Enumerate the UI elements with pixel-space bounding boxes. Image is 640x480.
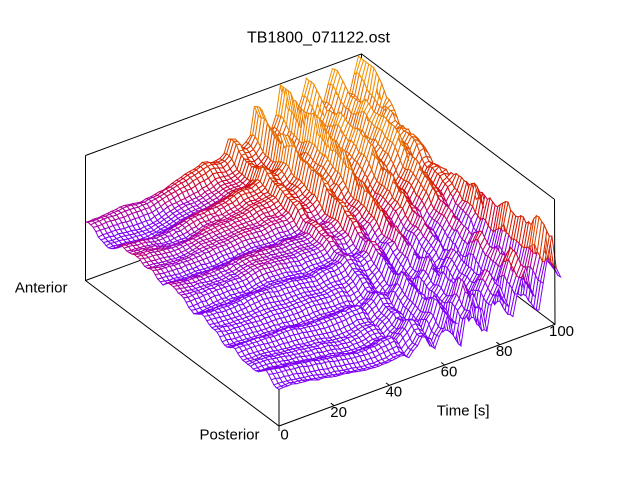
svg-text:0: 0	[280, 427, 288, 444]
svg-text:60: 60	[441, 363, 458, 380]
svg-text:TB1800_071122.ost: TB1800_071122.ost	[247, 30, 390, 47]
svg-text:Anterior: Anterior	[15, 280, 68, 297]
svg-text:Time [s]: Time [s]	[437, 403, 490, 420]
svg-text:80: 80	[496, 343, 513, 360]
svg-text:Posterior: Posterior	[199, 427, 259, 444]
svg-text:20: 20	[330, 404, 347, 421]
svg-text:100: 100	[549, 323, 574, 340]
svg-text:40: 40	[385, 384, 402, 401]
